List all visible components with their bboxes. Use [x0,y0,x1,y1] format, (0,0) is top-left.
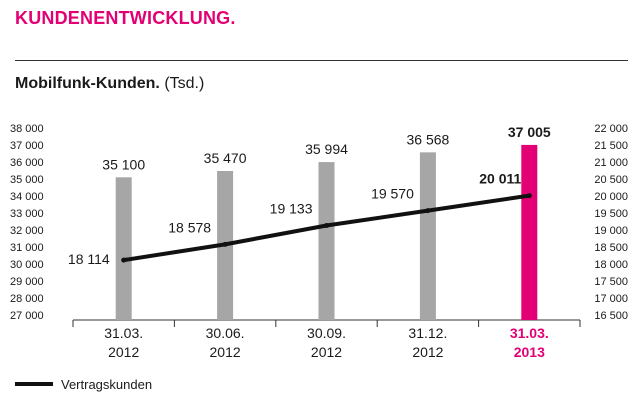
x-axis-category-label: 31.03. [510,325,549,341]
x-axis-category-label: 30.09. [307,325,346,341]
bar-value-label: 35 994 [305,141,348,157]
line-point [526,193,532,199]
x-axis-category-label: 30.06. [206,325,245,341]
chart-title-text: Mobilfunk-Kunden. [15,75,160,92]
line-value-label: 19 133 [270,200,313,216]
x-axis-category-year: 2012 [412,344,443,360]
bar-value-label: 35 100 [102,156,145,172]
right-axis-tick-label: 17 000 [594,293,628,305]
right-axis-tick-label: 21 000 [594,157,628,169]
right-axis-tick-label: 17 500 [594,276,628,288]
left-axis-tick-label: 32 000 [10,225,44,237]
left-axis-tick-label: 27 000 [10,310,44,322]
right-axis-tick-label: 16 500 [594,310,628,322]
line-point [222,241,228,247]
left-axis-tick-label: 28 000 [10,293,44,305]
left-axis-tick-label: 36 000 [10,157,44,169]
title-divider [15,60,628,61]
bar [318,162,335,320]
left-axis-tick-label: 33 000 [10,208,44,220]
bar-value-label: 36 568 [406,131,449,147]
right-axis-tick-label: 20 500 [594,174,628,186]
x-axis-category-year: 2013 [514,344,545,360]
right-axis-tick-label: 18 500 [594,242,628,254]
line-point [121,257,127,263]
line-point [324,222,329,228]
bar-value-label: 35 470 [204,150,247,166]
left-axis-tick-label: 29 000 [10,276,44,288]
bar [115,177,132,320]
left-axis-tick-label: 31 000 [10,242,44,254]
line-value-label: 18 578 [168,219,211,235]
line-value-label: 18 114 [68,251,110,267]
x-axis-category-label: 31.03. [104,325,143,341]
bar-value-label: 37 005 [508,124,551,140]
legend-line-swatch [15,382,53,386]
legend-label: Vertragskunden [61,376,153,392]
chart-unit: (Tsd.) [164,75,205,92]
left-axis-tick-label: 35 000 [10,174,44,186]
right-axis-tick-label: 20 000 [594,191,628,203]
left-axis-tick-label: 34 000 [10,191,44,203]
bar [419,152,436,320]
chart-title: Mobilfunk-Kunden. (Tsd.) [15,75,204,93]
x-axis-category-year: 2012 [108,344,139,360]
line-value-label: 19 570 [371,186,414,202]
bar [521,144,538,320]
section-title: KUNDENENTWICKLUNG. [15,8,236,28]
chart-legend: Vertragskunden [15,374,152,394]
right-axis-tick-label: 19 500 [594,208,628,220]
right-axis-tick-label: 18 000 [594,259,628,271]
x-axis-category-year: 2012 [210,344,241,360]
line-value-label: 20 011 [479,171,521,187]
x-axis-category-year: 2012 [311,344,342,360]
right-axis-tick-label: 21 500 [594,140,628,152]
line-point [425,208,431,214]
x-axis-category-label: 31.12. [408,325,447,341]
left-axis-tick-label: 30 000 [10,259,44,271]
right-axis-tick-label: 22 000 [594,123,628,135]
left-axis-tick-label: 38 000 [10,123,44,135]
left-axis-tick-label: 37 000 [10,140,44,152]
right-axis-tick-label: 19 000 [594,225,628,237]
